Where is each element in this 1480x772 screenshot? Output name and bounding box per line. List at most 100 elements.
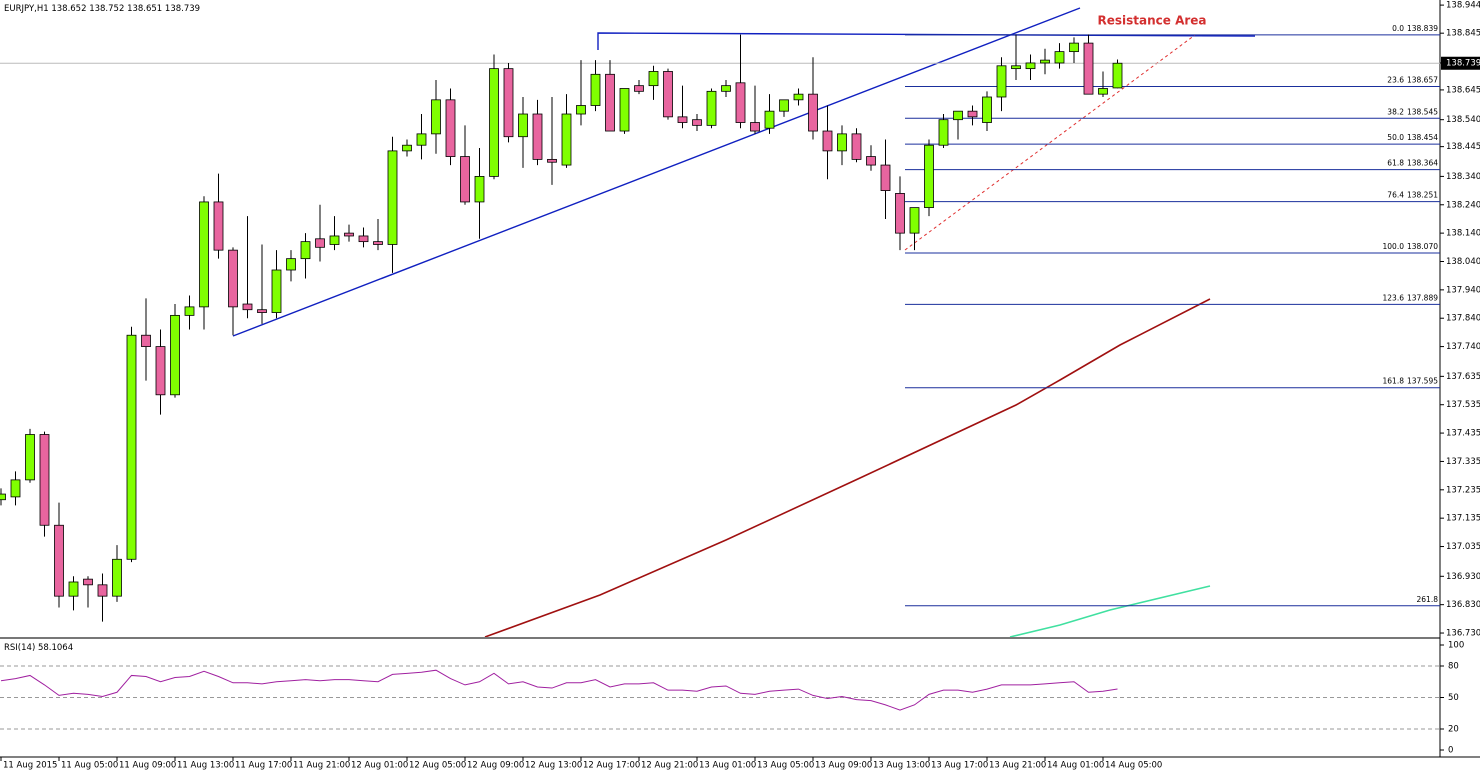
candle-body	[1011, 65, 1021, 70]
x-tick-label: 14 Aug 05:00	[1105, 761, 1162, 771]
candle-body	[561, 113, 572, 166]
fib-trend	[904, 34, 1196, 251]
candle-body	[155, 346, 166, 396]
drawings	[232, 7, 1256, 638]
candle-body	[547, 158, 557, 163]
x-tick-label: 11 Aug 09:00	[119, 761, 176, 771]
candle-body	[1040, 59, 1050, 64]
fib-price: 138.070	[1407, 242, 1438, 251]
fib-ratio: 61.8	[1387, 159, 1404, 168]
y-tick-label: 138.340	[1446, 172, 1480, 182]
fib-ratio: 0.0	[1392, 24, 1404, 33]
symbol: EURJPY,H1	[4, 4, 49, 14]
fib-price: 138.839	[1407, 24, 1438, 33]
candle-body	[387, 150, 398, 245]
y-tick-label: 138.445	[1446, 142, 1480, 152]
candle-body	[996, 65, 1007, 98]
fib-price: 138.454	[1407, 133, 1438, 142]
x-tick-label: 13 Aug 01:00	[699, 761, 756, 771]
y-tick-label: 20	[1448, 725, 1459, 735]
x-tick-label: 11 Aug 21:00	[293, 761, 350, 771]
moving-average-fast	[1009, 585, 1211, 638]
current-price-box	[1441, 56, 1480, 70]
rsi-line	[0, 669, 1118, 711]
candle-body	[402, 144, 412, 152]
x-tick-label: 14 Aug 01:00	[1047, 761, 1104, 771]
y-tick-label: 50	[1448, 693, 1459, 703]
header-open: 138.652	[51, 4, 86, 14]
fib-price: 137.595	[1407, 377, 1438, 386]
candle-body	[1098, 88, 1108, 95]
candle-body	[735, 82, 746, 123]
candle-body	[199, 201, 209, 308]
y-tick-label: 137.840	[1446, 314, 1480, 324]
fib-ratio: 161.8	[1383, 377, 1405, 386]
fib-ratio: 50.0	[1387, 133, 1404, 142]
candle-body	[866, 156, 876, 166]
y-tick-label: 138.944	[1446, 1, 1480, 11]
candle-body	[0, 493, 6, 501]
y-tick-label: 137.740	[1446, 342, 1480, 352]
y-tick-label: 137.235	[1446, 485, 1480, 495]
candle-body	[271, 269, 282, 313]
candle-body	[1083, 42, 1094, 95]
x-tick-label: 12 Aug 01:00	[351, 761, 408, 771]
current-price-label: 138.739	[1446, 59, 1480, 69]
candle-body	[880, 164, 891, 191]
candle-body	[779, 99, 789, 112]
x-tick-label: 13 Aug 05:00	[757, 761, 814, 771]
y-tick-label: 138.845	[1446, 29, 1480, 39]
x-tick-label: 12 Aug 05:00	[409, 761, 466, 771]
candle-body	[242, 303, 253, 311]
y-tick-label: 137.335	[1446, 457, 1480, 467]
candle-body	[126, 334, 137, 560]
candle-body	[25, 434, 35, 481]
y-tick-label: 138.540	[1446, 115, 1480, 125]
y-tick-label: 137.435	[1446, 429, 1480, 439]
moving-average-slow	[484, 298, 1211, 638]
fib-ratio: 261.8	[1417, 595, 1439, 604]
candle-body	[532, 113, 543, 160]
y-tick-label: 137.940	[1446, 285, 1480, 295]
candle-body	[648, 71, 659, 87]
header-close: 138.739	[165, 4, 200, 14]
candle-body	[793, 93, 804, 101]
fib-ratio: 38.2	[1387, 107, 1404, 116]
y-tick-label: 136.830	[1446, 600, 1480, 610]
x-tick-label: 13 Aug 09:00	[815, 761, 872, 771]
y-tick-label: 136.930	[1446, 572, 1480, 582]
trend-line	[232, 7, 1081, 337]
y-tick-label: 137.035	[1446, 542, 1480, 552]
candle-body	[967, 110, 978, 118]
rsi-header: RSI(14) 58.1064	[4, 643, 73, 653]
candle-body	[1054, 51, 1065, 64]
candle-body	[83, 578, 93, 586]
candle-body	[822, 130, 833, 152]
candle-body	[808, 93, 818, 132]
y-tick-label: 0	[1448, 746, 1453, 756]
candle-body	[286, 258, 296, 271]
x-tick-label: 11 Aug 05:00	[61, 761, 118, 771]
y-tick-label: 100	[1448, 640, 1464, 650]
candle-body	[10, 479, 21, 498]
candle-body	[837, 133, 847, 152]
candle-body	[605, 73, 615, 132]
y-tick-label: 137.135	[1446, 514, 1480, 524]
x-tick-label: 11 Aug 13:00	[177, 761, 234, 771]
fib-ratio: 23.6	[1387, 76, 1404, 85]
y-tick-label: 136.730	[1446, 629, 1480, 639]
candle-body	[1069, 42, 1079, 53]
rsi-title: RSI(14)	[4, 643, 35, 653]
candle-body	[373, 241, 383, 245]
candle-body	[228, 249, 238, 308]
candle-body	[329, 235, 340, 245]
fib-price: 138.545	[1407, 107, 1438, 116]
candle-body	[97, 584, 108, 597]
header-high: 138.752	[89, 4, 124, 14]
x-tick-label: 12 Aug 13:00	[525, 761, 582, 771]
candle-body	[460, 156, 470, 203]
candle-body	[39, 434, 50, 526]
candle-body	[54, 524, 64, 597]
